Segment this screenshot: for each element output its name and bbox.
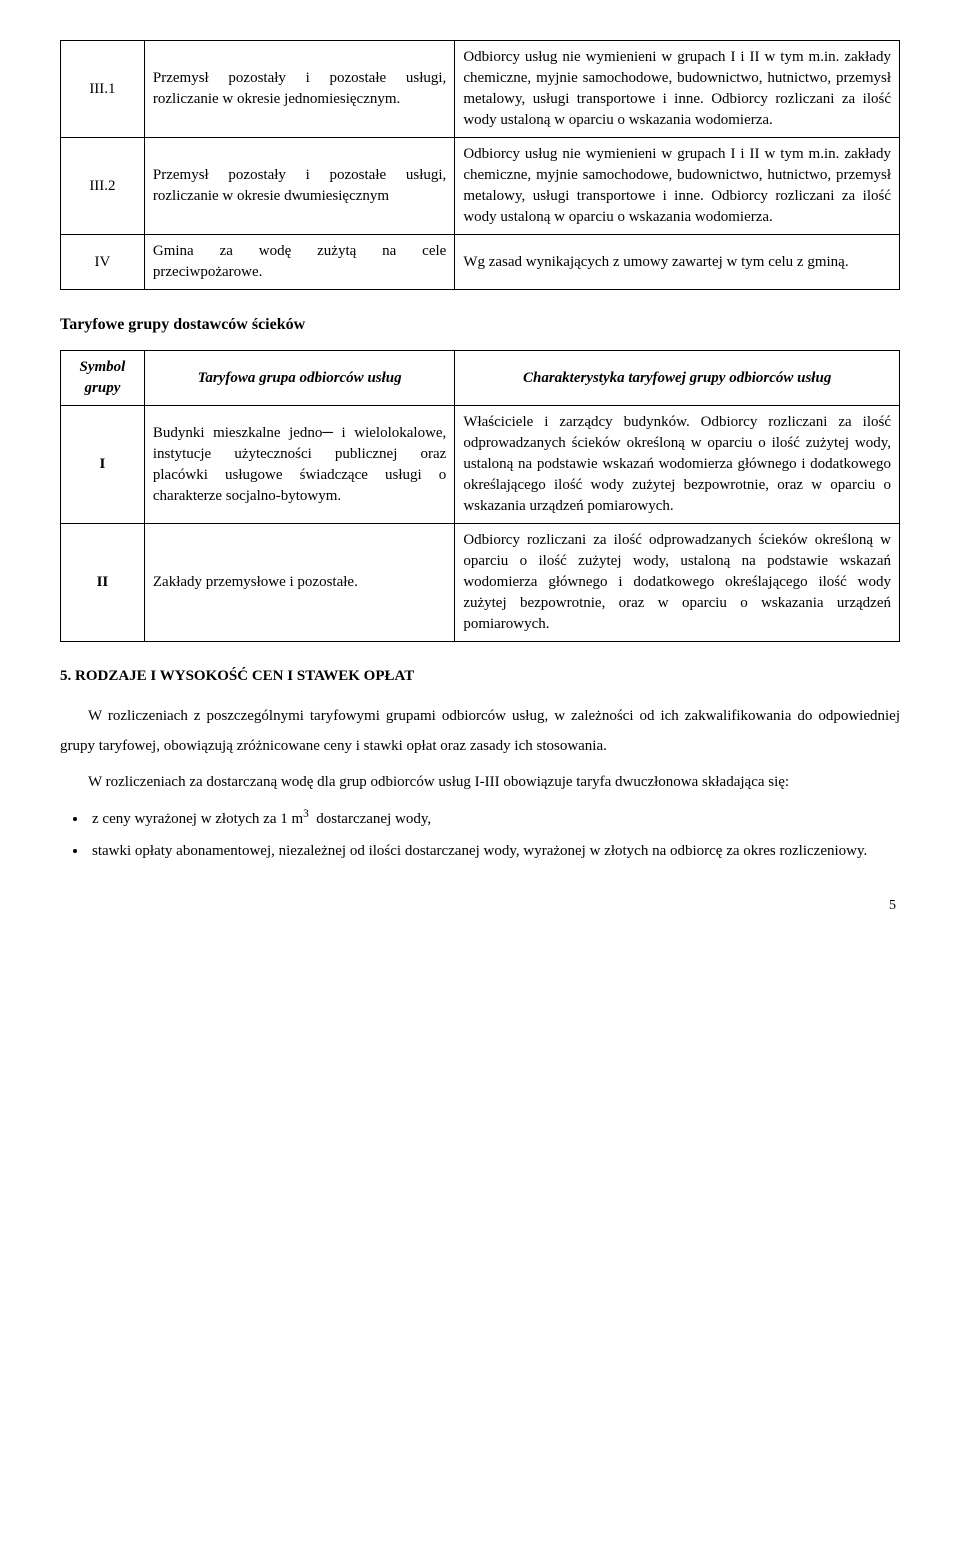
row-symbol: I (100, 456, 106, 472)
row-description: Właściciele i zarządcy budynków. Odbiorc… (463, 414, 891, 514)
table-row: III.2 Przemysł pozostały i pozostałe usł… (61, 138, 900, 235)
header-group: Taryfowa grupa odbiorców usług (198, 370, 402, 386)
row-group-name: Przemysł pozostały i pozostałe usługi, r… (153, 70, 446, 107)
row-description: Odbiorcy usług nie wymienieni w grupach … (463, 146, 891, 225)
row-description: Odbiorcy usług nie wymienieni w grupach … (463, 49, 891, 128)
list-item: z ceny wyrażonej w złotych za 1 m3 dosta… (88, 803, 900, 834)
row-symbol: IV (95, 254, 111, 270)
row-description: Odbiorcy rozliczani za ilość odprowadzan… (463, 532, 891, 632)
paragraph: W rozliczeniach z poszczególnymi taryfow… (60, 701, 900, 761)
sewage-tariff-table: Symbol grupy Taryfowa grupa odbiorców us… (60, 350, 900, 642)
list-item: stawki opłaty abonamentowej, niezależnej… (88, 836, 900, 866)
subsection-heading: Taryfowe grupy dostawców ścieków (60, 314, 900, 336)
section-heading: 5. RODZAJE I WYSOKOŚĆ CEN I STAWEK OPŁAT (60, 666, 900, 687)
page-number: 5 (60, 896, 900, 916)
row-group-name: Przemysł pozostały i pozostałe usługi, r… (153, 167, 446, 204)
row-symbol: II (97, 574, 109, 590)
row-group-name: Budynki mieszkalne jedno─ i wielolokalow… (153, 425, 446, 504)
row-symbol: III.1 (89, 81, 115, 97)
table-row: I Budynki mieszkalne jedno─ i wielolokal… (61, 406, 900, 524)
row-group-name: Gmina za wodę zużytą na cele przeciwpoża… (153, 243, 446, 280)
row-symbol: III.2 (89, 178, 115, 194)
table-row: III.1 Przemysł pozostały i pozostałe usł… (61, 41, 900, 138)
table-row: II Zakłady przemysłowe i pozostałe. Odbi… (61, 524, 900, 642)
header-symbol: Symbol grupy (80, 359, 126, 396)
header-description: Charakterystyka taryfowej grupy odbiorcó… (523, 370, 831, 386)
table-header-row: Symbol grupy Taryfowa grupa odbiorców us… (61, 351, 900, 406)
row-group-name: Zakłady przemysłowe i pozostałe. (153, 574, 358, 590)
row-description: Wg zasad wynikających z umowy zawartej w… (463, 254, 848, 270)
tariff-table-continued: III.1 Przemysł pozostały i pozostałe usł… (60, 40, 900, 290)
bullet-list: z ceny wyrażonej w złotych za 1 m3 dosta… (60, 803, 900, 866)
table-row: IV Gmina za wodę zużytą na cele przeciwp… (61, 235, 900, 290)
paragraph: W rozliczeniach za dostarczaną wodę dla … (60, 767, 900, 797)
